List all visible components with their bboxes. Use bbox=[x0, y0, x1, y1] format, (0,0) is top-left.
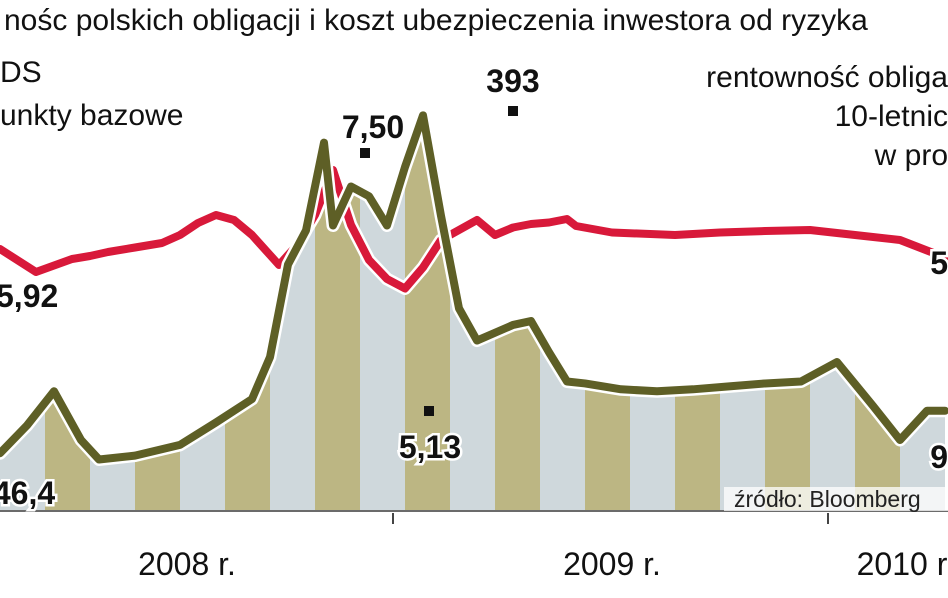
peak-marker-cds bbox=[508, 106, 518, 116]
value-annotation: 9 bbox=[930, 439, 948, 475]
right-axis-label: rentowność obliga bbox=[706, 61, 948, 94]
value-annotation: 46,4 bbox=[0, 475, 55, 511]
x-tick-label: 2008 r. bbox=[138, 546, 236, 582]
x-tick-label: 2010 r bbox=[857, 546, 948, 582]
chart-title: nośc polskich obligacji i koszt ubezpiec… bbox=[4, 4, 868, 37]
right-axis-label: 10-letnic bbox=[835, 100, 948, 133]
left-axis-label: DS bbox=[0, 56, 42, 89]
value-annotation: 5 bbox=[930, 245, 948, 281]
value-annotation: 5,13 bbox=[399, 429, 461, 465]
trough-marker-yield bbox=[424, 406, 434, 416]
source-background bbox=[724, 487, 948, 511]
value-annotation: 393 bbox=[486, 63, 539, 99]
source-note: źródło: Bloomberg bbox=[734, 486, 921, 512]
value-annotation: 5,92 bbox=[0, 278, 58, 314]
cds-line bbox=[0, 111, 948, 464]
right-axis-label: w pro bbox=[874, 139, 948, 172]
left-axis-label: unkty bazowe bbox=[0, 99, 183, 132]
peak-marker-yield bbox=[360, 148, 370, 158]
x-tick-label: 2009 r. bbox=[563, 546, 661, 582]
value-annotation: 7,50 bbox=[342, 109, 404, 145]
yield-line bbox=[0, 166, 948, 293]
